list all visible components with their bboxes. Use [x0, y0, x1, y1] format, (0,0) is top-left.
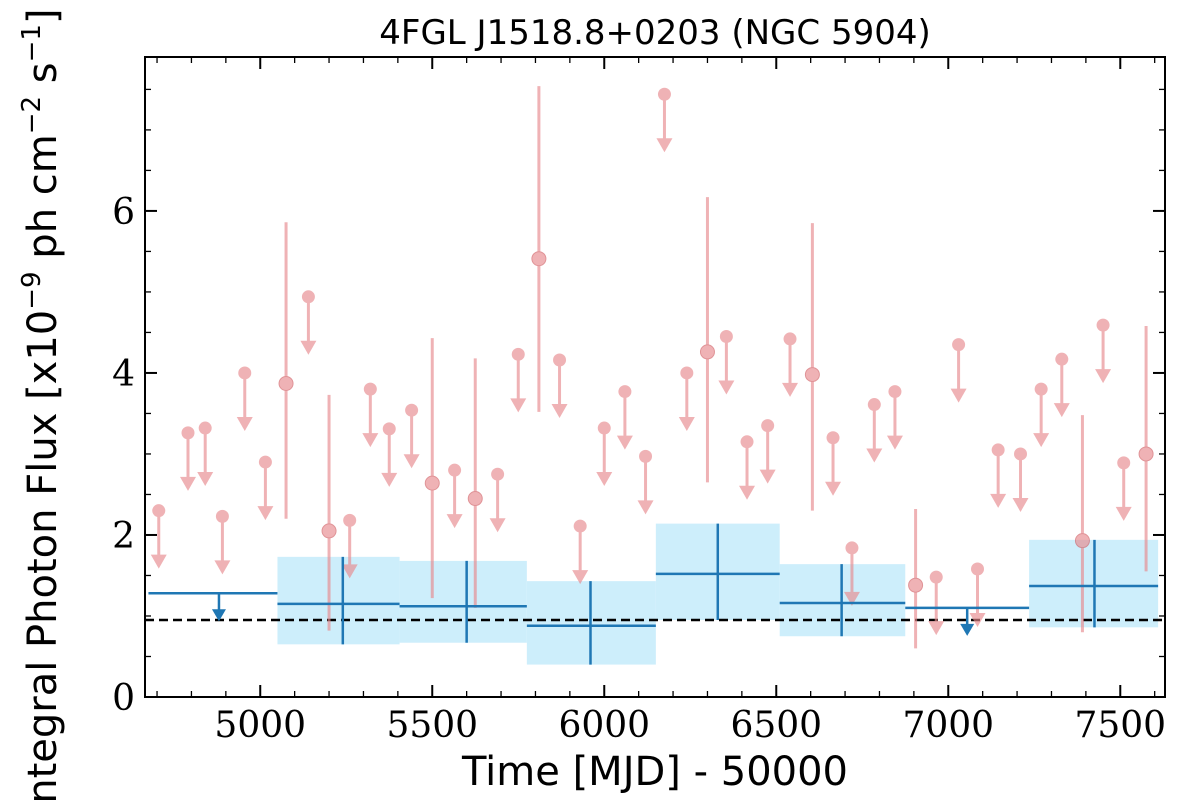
- y-axis-title: Integral Photon Flux [x10−9 ph cm−2 s−1]: [17, 8, 66, 800]
- short-upper-limit-28: [886, 385, 903, 450]
- short-upper-limit-22: [739, 435, 756, 500]
- plot-frame: [144, 56, 1166, 698]
- y-tick-label-1: 2: [112, 516, 135, 557]
- short-upper-limit-10: [403, 403, 420, 469]
- x-tick-label-1: 5500: [386, 705, 478, 746]
- short-upper-limit-4: [236, 366, 253, 431]
- short-detection-6: [804, 223, 820, 511]
- x-tick-label-0: 5000: [214, 705, 306, 746]
- y-axis: 0 2 4 6: [112, 88, 1165, 719]
- x-axis: 5000 5500 6000 6500 7000 7500: [156, 57, 1166, 746]
- short-upper-limit-15: [572, 519, 589, 585]
- short-upper-limit-19: [656, 87, 673, 153]
- short-upper-limit-23: [759, 419, 776, 484]
- long-bin-0: [148, 592, 278, 622]
- long-bin-3: [526, 581, 656, 665]
- long-bin-band-2: [399, 560, 527, 643]
- long-bin-7: [1029, 539, 1159, 628]
- plot-area: [144, 56, 1166, 698]
- short-upper-limit-37: [1115, 456, 1132, 521]
- short-upper-limit-12: [489, 467, 506, 533]
- x-tick-label-5: 7500: [1074, 705, 1166, 746]
- x-tick-label-3: 6500: [730, 705, 822, 746]
- short-upper-limit-14: [551, 353, 568, 418]
- short-upper-limit-21: [718, 329, 735, 395]
- y-tick-label-0: 0: [112, 678, 135, 719]
- short-detection-5: [699, 197, 715, 483]
- short-upper-limit-27: [866, 398, 883, 463]
- short-upper-limit-17: [616, 385, 633, 450]
- short-upper-limit-1: [180, 426, 197, 491]
- short-upper-limit-8: [362, 382, 379, 448]
- short-upper-limit-6: [300, 290, 317, 355]
- short-upper-limit-3: [214, 509, 231, 575]
- short-detection-2: [424, 338, 440, 599]
- short-upper-limit-13: [510, 347, 527, 413]
- short-detection-8: [1074, 415, 1090, 633]
- short-upper-limit-35: [1053, 352, 1070, 418]
- short-upper-limit-36: [1095, 318, 1112, 384]
- x-tick-label-2: 6000: [558, 705, 650, 746]
- short-upper-limit-24: [782, 332, 799, 397]
- long-bin-6: [905, 606, 1030, 636]
- short-upper-limit-34: [1033, 382, 1050, 448]
- chart-title: 4FGL J1518.8+0203 (NGC 5904): [379, 13, 931, 53]
- short-detection-3: [467, 358, 483, 608]
- long-bin-1: [277, 556, 400, 645]
- long-bin-band-1: [277, 556, 400, 645]
- short-upper-limit-30: [950, 338, 967, 403]
- y-tick-label-3: 6: [112, 192, 135, 233]
- short-detection-0: [278, 222, 294, 519]
- long-bin-5: [779, 564, 906, 637]
- short-upper-limit-20: [678, 366, 695, 431]
- short-detection-4: [531, 86, 547, 412]
- long-bin-4: [655, 523, 780, 621]
- short-upper-limit-2: [197, 421, 214, 487]
- short-upper-limit-7: [341, 513, 358, 579]
- x-axis-title: Time [MJD] - 50000: [461, 749, 848, 795]
- short-upper-limit-5: [257, 455, 274, 521]
- short-upper-limit-18: [637, 449, 654, 515]
- short-upper-limit-9: [381, 422, 398, 487]
- short-detection-9: [1138, 325, 1154, 572]
- short-upper-limit-33: [1012, 447, 1029, 512]
- plot-content: [145, 86, 1165, 665]
- long-bin-2: [399, 560, 527, 643]
- short-upper-limit-26: [843, 541, 860, 606]
- short-upper-limit-11: [446, 463, 463, 529]
- x-tick-label-4: 7000: [902, 705, 994, 746]
- short-upper-limit-29: [928, 570, 945, 636]
- short-upper-limit-32: [990, 443, 1007, 508]
- short-detection-1: [321, 394, 337, 631]
- short-upper-limit-31: [969, 562, 986, 627]
- short-detection-7: [908, 509, 924, 649]
- short-upper-limit-25: [825, 431, 842, 496]
- y-tick-label-2: 4: [112, 354, 135, 395]
- short-upper-limit-0: [150, 504, 167, 569]
- short-upper-limit-16: [596, 421, 613, 487]
